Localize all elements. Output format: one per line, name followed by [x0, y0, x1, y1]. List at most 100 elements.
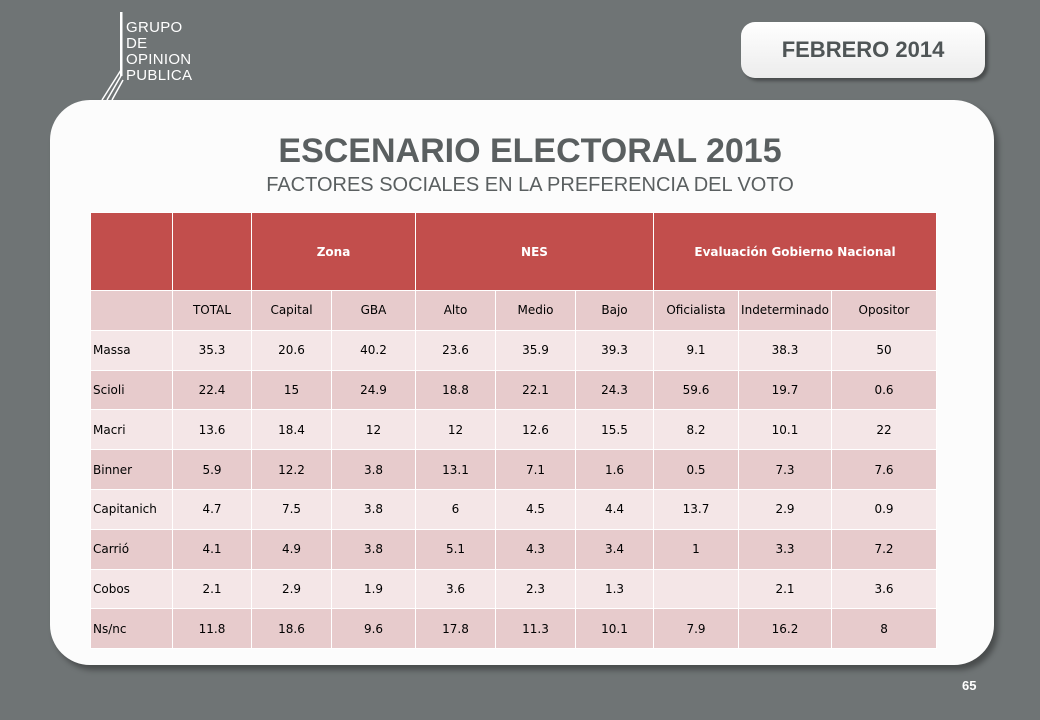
table-cell: 11.8: [172, 608, 252, 650]
table-cell: 35.9: [495, 329, 576, 371]
table-cell: 19.7: [738, 369, 832, 411]
page-number: 65: [962, 678, 977, 693]
header-cell-empty: [172, 212, 252, 291]
table-cell: 7.9: [653, 608, 739, 650]
logo-line: OPINION: [126, 51, 192, 68]
table-cell: 38.3: [738, 329, 832, 371]
logo-text: GRUPO DE OPINION PUBLICA: [126, 20, 192, 84]
table-cell: 50: [830, 329, 938, 371]
table-cell: 0.6: [830, 369, 938, 411]
group-header-zona: Zona: [251, 212, 416, 291]
row-label: Binner: [90, 449, 173, 490]
date-badge: FEBRERO 2014: [741, 22, 985, 78]
table-cell: 8: [830, 608, 938, 650]
table-cell: 7.1: [495, 449, 576, 490]
table-cell: 12: [415, 409, 496, 451]
table-cell: 10.1: [575, 608, 654, 650]
table-cell: 3.4: [575, 528, 654, 570]
table-cell: 24.9: [331, 369, 416, 411]
table-row: Cobos 2.1 2.9 1.9 3.6 2.3 1.3 2.1 3.6: [90, 568, 938, 610]
table-cell: 3.3: [738, 528, 832, 570]
table-cell: 40.2: [331, 329, 416, 371]
table-cell: 3.6: [830, 568, 938, 610]
row-label: Scioli: [90, 369, 173, 411]
table-cell: 23.6: [415, 329, 496, 371]
table-cell: 1.6: [575, 449, 654, 490]
table-cell: 5.9: [172, 449, 252, 490]
column-header: Capital: [251, 290, 332, 331]
table-cell: 0.9: [830, 488, 938, 530]
table-cell: 13.7: [653, 488, 739, 530]
table-cell: 9.6: [331, 608, 416, 650]
group-header-nes: NES: [415, 212, 654, 291]
table-cell: 5.1: [415, 528, 496, 570]
row-label: Massa: [90, 329, 173, 371]
column-header: TOTAL: [172, 290, 252, 331]
row-label: Capitanich: [90, 488, 173, 530]
table-cell: 18.6: [251, 608, 332, 650]
table-cell: 3.8: [331, 449, 416, 490]
table-cell: 7.6: [830, 449, 938, 490]
table-cell: 9.1: [653, 329, 739, 371]
table-cell: 11.3: [495, 608, 576, 650]
table-row: Macri 13.6 18.4 12 12 12.6 15.5 8.2 10.1…: [90, 409, 938, 451]
group-header-row: Zona NES Evaluación Gobierno Nacional: [90, 212, 938, 291]
table-row: Binner 5.9 12.2 3.8 13.1 7.1 1.6 0.5 7.3…: [90, 449, 938, 490]
column-header: Bajo: [575, 290, 654, 331]
header-cell-empty: [90, 212, 173, 291]
table-cell: 4.5: [495, 488, 576, 530]
table-cell: 6: [415, 488, 496, 530]
column-header-empty: [90, 290, 173, 331]
table-cell: 18.4: [251, 409, 332, 451]
row-label: Carrió: [90, 528, 173, 570]
table-cell: 59.6: [653, 369, 739, 411]
table-cell: 15.5: [575, 409, 654, 451]
table-cell: 7.3: [738, 449, 832, 490]
table-cell: 3.8: [331, 528, 416, 570]
table-cell: 20.6: [251, 329, 332, 371]
table-cell: 4.7: [172, 488, 252, 530]
column-header: Alto: [415, 290, 496, 331]
column-header: Indeterminado: [738, 290, 832, 331]
table-cell: 4.4: [575, 488, 654, 530]
table-cell: 7.5: [251, 488, 332, 530]
table-cell: 0.5: [653, 449, 739, 490]
column-header: GBA: [331, 290, 416, 331]
column-header: Oficialista: [653, 290, 739, 331]
table-row: Massa 35.3 20.6 40.2 23.6 35.9 39.3 9.1 …: [90, 329, 938, 371]
table-cell: 2.9: [251, 568, 332, 610]
table-cell: 2.9: [738, 488, 832, 530]
table-cell: 1.9: [331, 568, 416, 610]
table-cell: 13.6: [172, 409, 252, 451]
table-cell: 1.3: [575, 568, 654, 610]
table-cell: 35.3: [172, 329, 252, 371]
group-header-evaluacion: Evaluación Gobierno Nacional: [652, 212, 938, 291]
table-cell: 1: [653, 528, 739, 570]
logo-line: GRUPO: [126, 19, 183, 36]
table-cell: 8.2: [653, 409, 739, 451]
table-cell: 15: [251, 369, 332, 411]
table-cell: 12.2: [251, 449, 332, 490]
table-cell: [653, 568, 739, 610]
table-cell: 22.1: [495, 369, 576, 411]
table-cell: 22.4: [172, 369, 252, 411]
table-row: Scioli 22.4 15 24.9 18.8 22.1 24.3 59.6 …: [90, 369, 938, 411]
table-cell: 2.1: [172, 568, 252, 610]
row-label: Cobos: [90, 568, 173, 610]
table-cell: 7.2: [830, 528, 938, 570]
row-label: Ns/nc: [90, 608, 173, 650]
results-table: Zona NES Evaluación Gobierno Nacional TO…: [90, 212, 938, 650]
table-cell: 22: [830, 409, 938, 451]
table-cell: 13.1: [415, 449, 496, 490]
slide-title: ESCENARIO ELECTORAL 2015: [278, 132, 782, 170]
table-cell: 2.3: [495, 568, 576, 610]
table-cell: 4.1: [172, 528, 252, 570]
table-cell: 3.6: [415, 568, 496, 610]
table-cell: 10.1: [738, 409, 832, 451]
slide-subtitle: FACTORES SOCIALES EN LA PREFERENCIA DEL …: [266, 174, 794, 196]
table-cell: 4.3: [495, 528, 576, 570]
table-cell: 12: [331, 409, 416, 451]
table-cell: 39.3: [575, 329, 654, 371]
table-cell: 18.8: [415, 369, 496, 411]
table-cell: 12.6: [495, 409, 576, 451]
